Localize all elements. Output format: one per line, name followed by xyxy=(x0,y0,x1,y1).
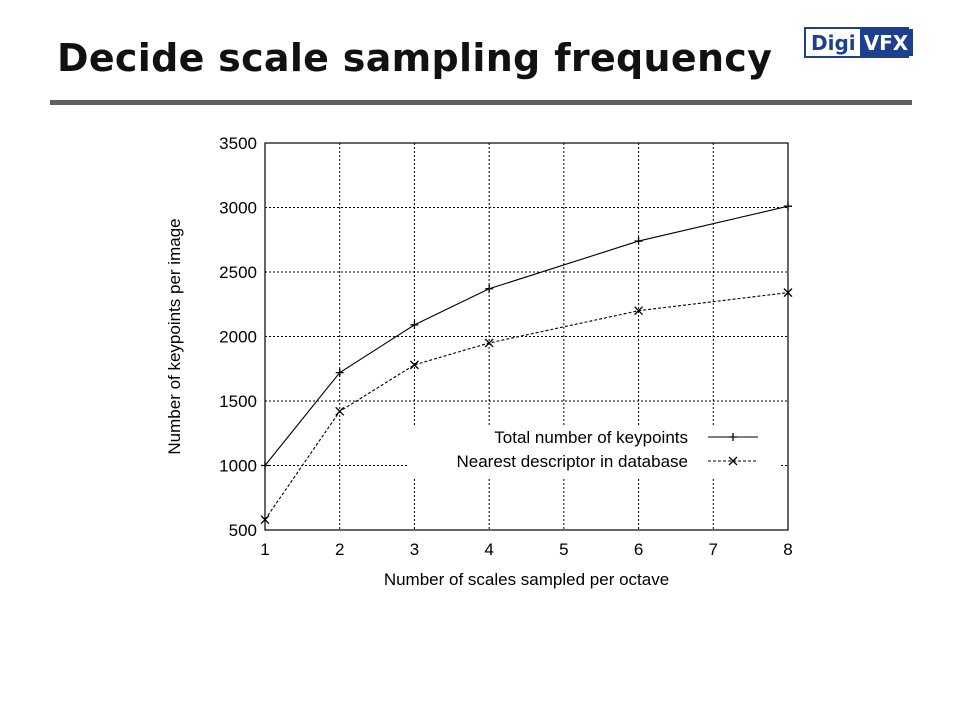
data-point-marker xyxy=(335,368,344,377)
data-point-marker xyxy=(261,461,269,470)
y-tick-label: 1500 xyxy=(219,392,257,411)
legend-marker xyxy=(729,433,737,441)
data-point-marker xyxy=(409,360,419,370)
data-point-marker xyxy=(410,320,419,329)
data-point-marker xyxy=(784,202,792,211)
x-tick-label: 5 xyxy=(559,540,568,559)
series-group xyxy=(260,288,793,525)
slide-title: Decide scale sampling frequency xyxy=(57,36,773,80)
legend-label: Total number of keypoints xyxy=(494,428,688,447)
x-tick-label: 3 xyxy=(410,540,419,559)
data-point-marker xyxy=(634,306,644,316)
plot-frame xyxy=(264,142,789,531)
x-tick-label: 4 xyxy=(484,540,493,559)
y-tick-label: 2500 xyxy=(219,263,257,282)
digivfx-logo: Digi VFX xyxy=(804,27,914,58)
x-tick-label: 6 xyxy=(634,540,643,559)
legend-background xyxy=(408,425,780,477)
data-point-marker xyxy=(484,338,494,348)
y-axis-label: Number of keypoints per image xyxy=(165,218,184,454)
series-line xyxy=(264,205,789,466)
data-point-marker xyxy=(335,406,345,416)
x-tick-label: 2 xyxy=(335,540,344,559)
x-tick-label: 7 xyxy=(709,540,718,559)
legend: Total number of keypoints Nearest descrip… xyxy=(408,425,780,477)
legend-label: Nearest descriptor in database xyxy=(456,452,688,471)
y-tick-label: 1000 xyxy=(219,457,257,476)
title-divider xyxy=(50,100,912,105)
x-tick-label: 8 xyxy=(783,540,792,559)
series-line xyxy=(264,292,789,520)
keypoints-line-chart: 1 2 3 4 5 6 7 8 500 1000 1500 2000 2500 3000 3500 Tota… xyxy=(165,134,793,589)
y-tick-label: 500 xyxy=(229,521,257,540)
data-point-marker xyxy=(783,288,793,298)
series-group xyxy=(261,202,792,470)
y-tick-label: 2000 xyxy=(219,328,257,347)
tick-layer: 1 2 3 4 5 6 7 8 500 1000 1500 2000 2500 3000 3500 xyxy=(219,134,793,559)
y-tick-label: 3500 xyxy=(219,134,257,153)
data-point-marker xyxy=(634,237,643,246)
x-axis-label: Number of scales sampled per octave xyxy=(384,570,669,589)
legend-marker xyxy=(728,456,738,466)
y-tick-label: 3000 xyxy=(219,199,257,218)
data-point-marker xyxy=(485,284,494,293)
logo-text-vfx: VFX xyxy=(859,29,914,56)
logo-text-digi: Digi xyxy=(811,30,856,55)
series-layer xyxy=(260,202,793,525)
x-tick-label: 1 xyxy=(260,540,269,559)
data-point-marker xyxy=(260,515,270,525)
